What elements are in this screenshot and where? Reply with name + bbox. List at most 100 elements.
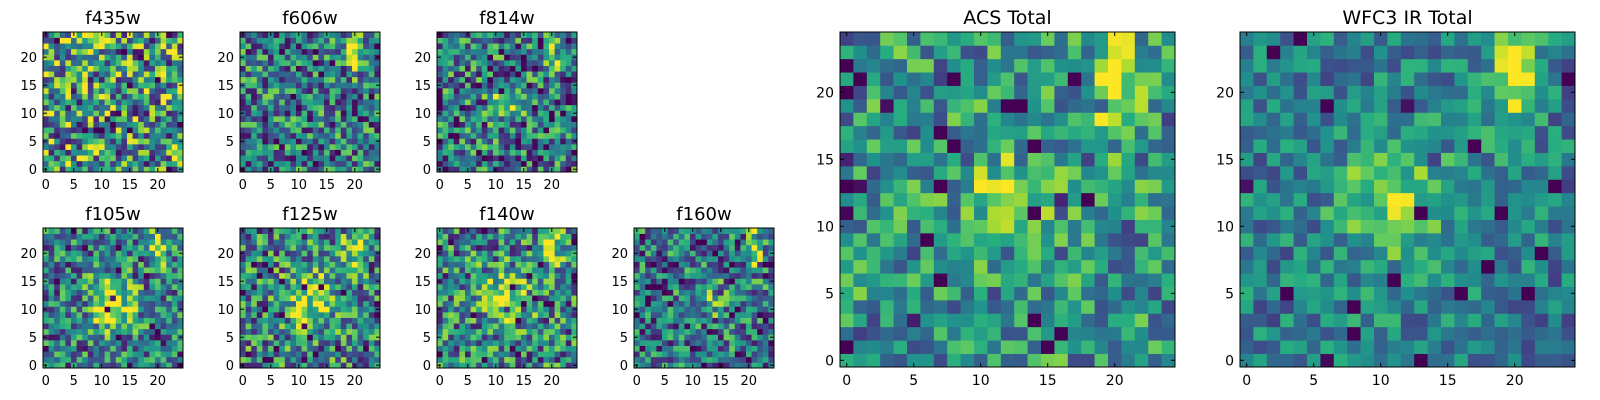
- heatmap-cell: [346, 356, 353, 363]
- heatmap-cell: [459, 306, 466, 313]
- heatmap-cell: [565, 138, 572, 145]
- heatmap-cell: [459, 228, 466, 234]
- heatmap-cell: [59, 340, 66, 346]
- heatmap-cell: [324, 295, 330, 302]
- heatmap-cell: [65, 60, 72, 66]
- heatmap-cell: [346, 132, 353, 139]
- heatmap-cell: [110, 116, 117, 122]
- heatmap-cell: [453, 127, 460, 134]
- heatmap-cell: [470, 104, 477, 111]
- heatmap-cell: [437, 144, 443, 150]
- heatmap-cell: [284, 116, 291, 122]
- heatmap-cell: [171, 233, 178, 240]
- heatmap-cell: [357, 239, 364, 246]
- heatmap-cell: [554, 267, 561, 274]
- heatmap-cell: [99, 356, 105, 363]
- heatmap-cell: [138, 121, 145, 128]
- heatmap-cell: [54, 132, 61, 139]
- heatmap-cell: [442, 340, 449, 346]
- heatmap-cell: [160, 71, 167, 78]
- heatmap-cell: [87, 250, 94, 257]
- heatmap-cell: [160, 149, 167, 156]
- heatmap-cell: [1094, 313, 1109, 328]
- heatmap-cell: [166, 138, 173, 145]
- heatmap-cell: [526, 132, 533, 139]
- heatmap-cell: [155, 284, 161, 290]
- heatmap-cell: [245, 351, 252, 358]
- heatmap-cell: [240, 323, 246, 330]
- heatmap-cell: [532, 32, 539, 38]
- heatmap-cell: [476, 244, 483, 251]
- heatmap-cell: [526, 99, 533, 106]
- heatmap-cell: [723, 306, 730, 313]
- heatmap-cell: [87, 104, 94, 111]
- heatmap-cell: [526, 261, 533, 268]
- heatmap-cell: [268, 306, 274, 313]
- heatmap-cell: [526, 43, 533, 50]
- heatmap-cell: [166, 155, 173, 162]
- heatmap-cell: [1161, 192, 1176, 207]
- heatmap-cell: [734, 295, 741, 302]
- heatmap-cell: [974, 326, 988, 341]
- heatmap-cell: [1161, 286, 1176, 301]
- heatmap-cell: [301, 76, 308, 83]
- heatmap-cell: [481, 323, 488, 330]
- heatmap-cell: [59, 132, 66, 139]
- heatmap-cell: [1027, 192, 1042, 207]
- heatmap-cell: [987, 300, 1002, 314]
- heatmap-cell: [138, 289, 145, 296]
- heatmap-cell: [329, 116, 336, 122]
- heatmap-cell: [138, 284, 145, 290]
- heatmap-cell: [453, 160, 460, 167]
- heatmap-cell: [453, 54, 460, 61]
- heatmap-cell: [251, 362, 258, 369]
- heatmap-cell: [138, 323, 145, 330]
- heatmap-cell: [82, 272, 89, 279]
- heatmap-cell: [974, 206, 988, 220]
- heatmap-cell: [357, 116, 364, 122]
- heatmap-cell: [571, 116, 578, 122]
- heatmap-cell: [143, 121, 150, 128]
- heatmap-cell: [76, 334, 83, 341]
- heatmap-cell: [256, 284, 263, 290]
- heatmap-cell: [656, 300, 663, 307]
- heatmap-cell: [565, 267, 572, 274]
- heatmap-cell: [82, 323, 89, 330]
- heatmap-cell: [650, 334, 657, 341]
- heatmap-cell: [481, 166, 488, 173]
- heatmap-cell: [493, 239, 499, 246]
- heatmap-cell: [273, 93, 280, 100]
- heatmap-cell: [1148, 313, 1162, 328]
- heatmap-cell: [532, 93, 539, 100]
- heatmap-cell: [368, 54, 375, 61]
- heatmap-cell: [324, 323, 330, 330]
- heatmap-cell: [762, 261, 769, 268]
- heatmap-cell: [296, 121, 302, 128]
- heatmap-cell: [104, 76, 111, 83]
- x-tick-label: 5: [70, 374, 78, 389]
- heatmap-cell: [363, 272, 370, 279]
- heatmap-cell: [279, 99, 286, 106]
- heatmap-cell: [684, 317, 691, 324]
- heatmap-cell: [132, 356, 139, 363]
- heatmap-cell: [718, 340, 724, 346]
- heatmap-cell: [76, 155, 83, 162]
- heatmap-cell: [256, 278, 263, 285]
- heatmap-cell: [706, 278, 713, 285]
- heatmap-cell: [706, 328, 713, 335]
- heatmap-cell: [526, 110, 533, 117]
- y-tick-label: 10: [20, 303, 37, 318]
- heatmap-cell: [734, 306, 741, 313]
- y-tick-label: 0: [226, 163, 234, 178]
- heatmap-cell: [99, 284, 105, 290]
- y-tick-label: 15: [217, 275, 234, 290]
- heatmap-cell: [301, 317, 308, 324]
- heatmap-cell: [346, 166, 353, 173]
- heatmap-cell: [565, 317, 572, 324]
- heatmap-cell: [93, 149, 100, 156]
- heatmap-cell: [526, 256, 533, 262]
- heatmap-cell: [746, 272, 752, 279]
- heatmap-cell: [301, 160, 308, 167]
- heatmap-cell: [99, 233, 105, 240]
- heatmap-cell: [127, 76, 133, 83]
